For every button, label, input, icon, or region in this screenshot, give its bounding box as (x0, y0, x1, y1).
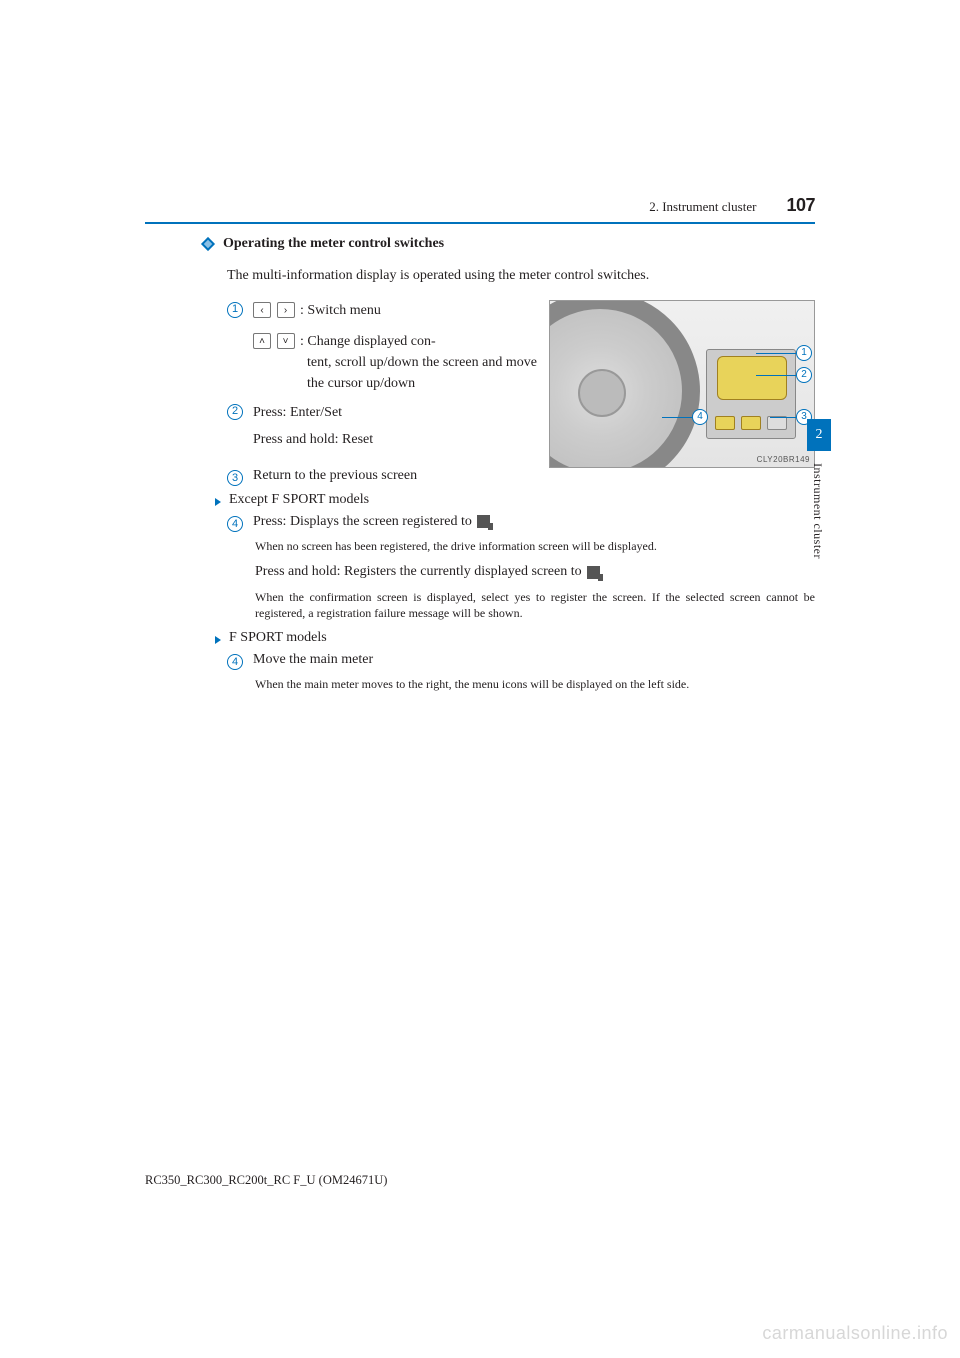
figure-caption: CLY20BR149 (757, 455, 810, 464)
footer-text: RC350_RC300_RC200t_RC F_U (OM24671U) (145, 1173, 387, 1188)
figure-callout-4: 4 (692, 409, 708, 425)
circled-number-3: 3 (227, 470, 243, 486)
item-1-body: ‹ › : Switch menu ˄ ˅ : Change displayed… (253, 300, 537, 394)
subsection-heading: Operating the meter control switches (203, 236, 815, 252)
content-row: 1 ‹ › : Switch menu ˄ ˅ : Change display… (227, 300, 815, 468)
switch-menu-label: : Switch menu (300, 303, 381, 318)
triangle-bullet-icon (215, 498, 221, 506)
change-content-label-body: tent, scroll up/down the screen and move… (307, 352, 537, 394)
item-1-line2: ˄ ˅ : Change displayed con- (253, 331, 537, 352)
item-2-line2: Press and hold: Reset (253, 429, 537, 450)
button-row-graphic (715, 416, 787, 430)
page-number: 107 (786, 195, 815, 216)
mini-button (767, 416, 787, 430)
circled-number-4: 4 (227, 516, 243, 532)
left-arrow-icon: ‹ (253, 302, 271, 318)
section-title: 2. Instrument cluster (649, 199, 756, 215)
mini-button (741, 416, 761, 430)
right-arrow-icon: › (277, 302, 295, 318)
item-4a-note1: When no screen has been registered, the … (255, 538, 815, 555)
item-4b-note1: When the main meter moves to the right, … (255, 676, 815, 693)
lead-line (756, 353, 796, 354)
lead-line (662, 417, 692, 418)
heading-text: Operating the meter control switches (223, 236, 444, 252)
item-4a-line2-text: Press and hold: Registers the currently … (255, 564, 585, 579)
item-2: 2 Press: Enter/Set Press and hold: Reset (227, 402, 537, 450)
figure-callout-2: 2 (796, 367, 812, 383)
watermark: carmanualsonline.info (762, 1323, 948, 1344)
circled-number-4: 4 (227, 654, 243, 670)
circled-number-1: 1 (227, 302, 243, 318)
intro-text: The multi-information display is operate… (227, 266, 815, 286)
item-1-line1: ‹ › : Switch menu (253, 300, 537, 321)
mini-button (715, 416, 735, 430)
item-4b: 4 Move the main meter (227, 652, 815, 670)
item-1: 1 ‹ › : Switch menu ˄ ˅ : Change display… (227, 300, 537, 394)
dpad-graphic (717, 356, 787, 400)
item-3-text: Return to the previous screen (253, 468, 417, 484)
control-panel-graphic (706, 349, 796, 439)
steering-wheel-graphic (549, 300, 700, 468)
item-4a-note2: When the confirmation screen is displaye… (255, 589, 815, 623)
page-content: 2. Instrument cluster 107 Operating the … (145, 195, 815, 701)
diamond-icon (201, 237, 215, 251)
fsport-heading: F SPORT models (215, 630, 815, 646)
item-4a-line1: Press: Displays the screen registered to (253, 514, 490, 530)
left-column: 1 ‹ › : Switch menu ˄ ˅ : Change display… (227, 300, 537, 468)
except-fsport-heading: Except F SPORT models (215, 492, 815, 508)
fsport-label: F SPORT models (229, 630, 327, 646)
item-4a-line1-text: Press: Displays the screen registered to (253, 514, 475, 529)
bookmark-icon (587, 566, 600, 579)
item-4b-line1: Move the main meter (253, 652, 373, 668)
item-2-body: Press: Enter/Set Press and hold: Reset (253, 402, 537, 450)
figure-callout-1: 1 (796, 345, 812, 361)
chapter-tab: 2 (807, 419, 831, 451)
down-arrow-icon: ˅ (277, 333, 295, 349)
lead-line (770, 417, 796, 418)
triangle-bullet-icon (215, 636, 221, 644)
change-content-label-prefix: : Change displayed con- (300, 334, 436, 349)
up-arrow-icon: ˄ (253, 333, 271, 349)
chapter-side-label: Instrument cluster (810, 463, 825, 559)
steering-figure: 1 2 3 4 CLY20BR149 (549, 300, 815, 468)
item-4a-line2: Press and hold: Registers the currently … (255, 562, 815, 582)
circled-number-2: 2 (227, 404, 243, 420)
item-3: 3 Return to the previous screen (227, 468, 815, 486)
lead-line (756, 375, 796, 376)
bookmark-icon (477, 515, 490, 528)
item-4a: 4 Press: Displays the screen registered … (227, 514, 815, 532)
page-header: 2. Instrument cluster 107 (145, 195, 815, 224)
item-2-line1: Press: Enter/Set (253, 402, 537, 423)
except-fsport-label: Except F SPORT models (229, 492, 369, 508)
